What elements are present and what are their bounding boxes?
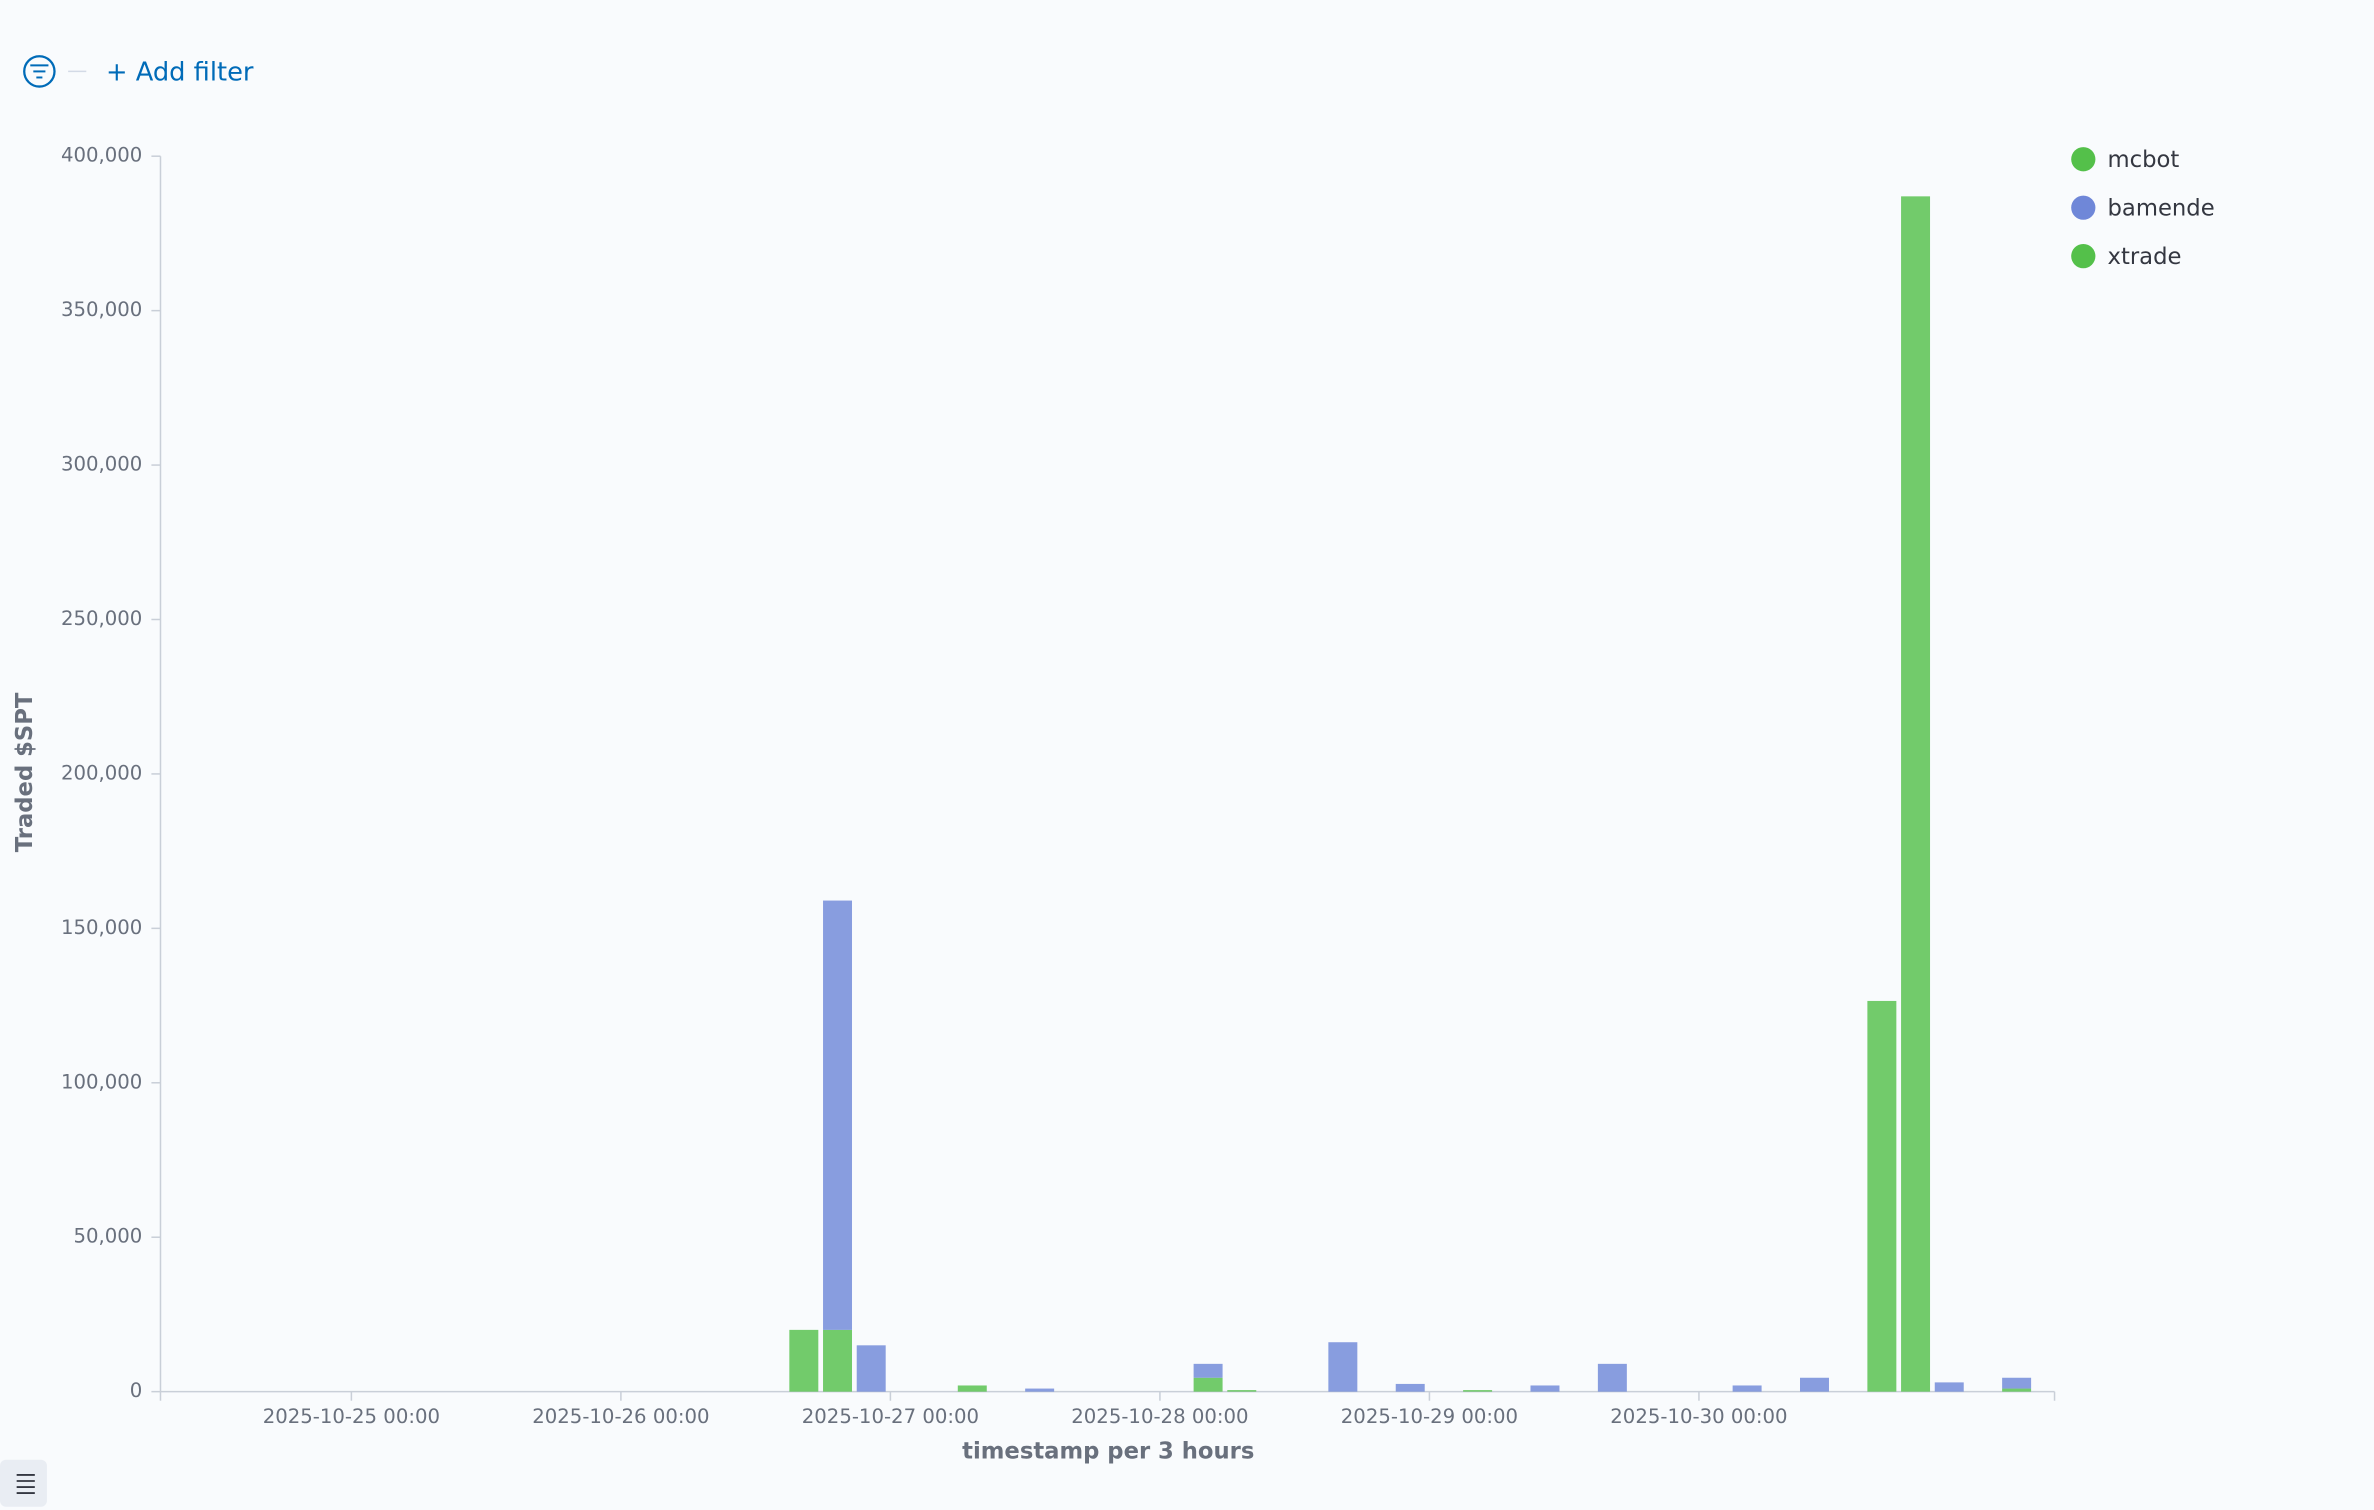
legend-swatch [2071,147,2096,172]
legend-label[interactable]: bamende [2108,196,2215,222]
bar [1395,1383,1425,1392]
legend-label[interactable]: xtrade [2108,244,2182,270]
y-axis-title: Traded $SPT [12,692,38,852]
bar [2002,1388,2032,1392]
filter-icon[interactable] [23,55,56,88]
x-tick-label: 2025-10-28 00:00 [1071,1405,1248,1428]
y-tick-label: 400,000 [61,144,142,167]
bar [856,1345,886,1392]
x-axis-title: timestamp per 3 hours [962,1439,1254,1465]
y-tick-label: 200,000 [61,761,142,784]
x-tick-label: 2025-10-25 00:00 [263,1405,440,1428]
bar [1597,1363,1627,1392]
y-tick-label: 100,000 [61,1070,142,1093]
bar [823,1329,853,1392]
bar [1193,1377,1223,1392]
y-tick-label: 300,000 [61,453,142,476]
y-tick-label: 250,000 [61,607,142,630]
y-tick-label: 50,000 [73,1225,142,1248]
x-tick-label: 2025-10-29 00:00 [1341,1405,1518,1428]
bar [1901,196,1931,1392]
bar [1530,1385,1560,1392]
legend-toggle-icon [16,1474,35,1494]
bar [1025,1388,1055,1392]
x-tick-label: 2025-10-26 00:00 [532,1405,709,1428]
y-tick-label: 0 [130,1379,143,1402]
bar [1934,1382,1964,1392]
bar [1193,1363,1223,1378]
legend-label[interactable]: mcbot [2108,147,2180,173]
bar [1463,1390,1493,1392]
bar [1800,1377,1829,1392]
legend-swatch [2071,244,2096,269]
filter-bar: + Add filter [23,55,254,88]
plot: 0 50,000 100,000 150,000 200,000 250,000 300,0… [61,144,2215,1428]
y-tick-label: 150,000 [61,916,142,939]
legend-swatch [2071,195,2096,220]
legend-toggle[interactable] [0,1459,47,1507]
bar [1227,1390,1257,1392]
bar [1867,1000,1897,1392]
bar [823,900,853,1330]
bar [1732,1385,1762,1392]
x-tick-label: 2025-10-27 00:00 [802,1405,979,1428]
bar [957,1385,987,1392]
bar [2002,1377,2032,1389]
add-filter[interactable]: + Add filter [106,57,254,87]
y-tick-label: 350,000 [61,298,142,321]
x-tick-label: 2025-10-30 00:00 [1610,1405,1787,1428]
bar [1328,1342,1358,1392]
bar [789,1329,819,1392]
